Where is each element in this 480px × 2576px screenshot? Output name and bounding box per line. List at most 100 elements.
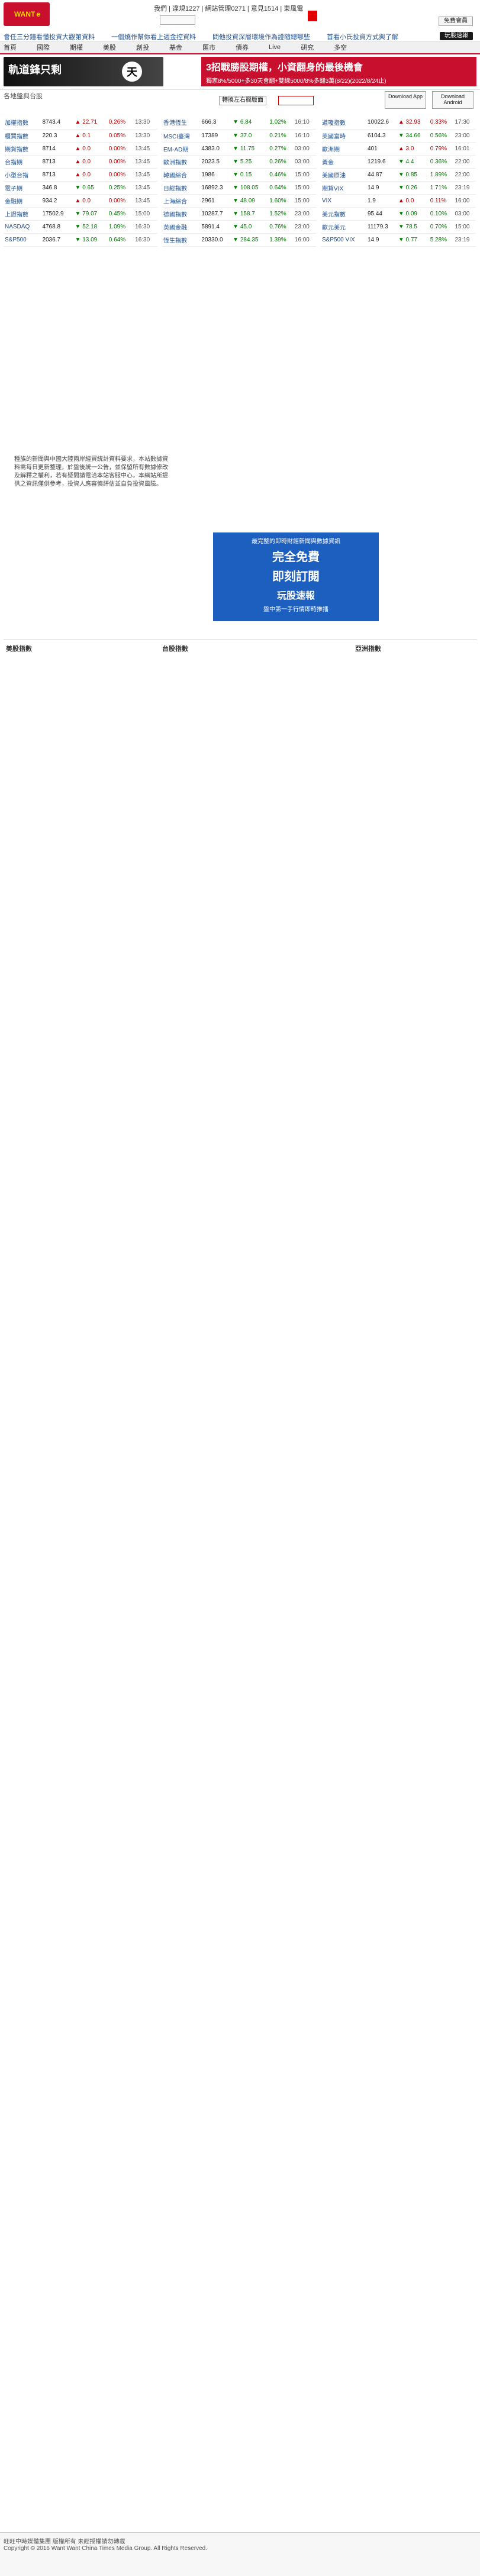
- quote-row[interactable]: 日經指數 16892.3 ▼ 108.05 0.64% 15:00: [162, 181, 316, 195]
- sublink-1[interactable]: 會任三分鐘看懂投資大觀第資料: [4, 34, 95, 41]
- tab-futures[interactable]: 期權: [70, 44, 83, 51]
- quote-name: 日經指數: [162, 181, 201, 195]
- tab-home[interactable]: 首頁: [4, 44, 17, 51]
- quote-price: 95.44: [366, 207, 397, 221]
- banner-ad-right[interactable]: 3招戰勝股期權，小資翻身的最後機會 獨家8%/5000+多30天會翻+雙線500…: [201, 57, 476, 86]
- banner-ad-left[interactable]: 軌道鋒只剩 天: [4, 57, 163, 86]
- quote-percent: 0.11%: [429, 194, 454, 208]
- quote-row[interactable]: 黃金 1219.6 ▼ 4.4 0.36% 22:00: [321, 155, 476, 169]
- quote-row[interactable]: 金融期 934.2 ▲ 0.0 0.00% 13:45: [4, 194, 157, 208]
- quote-row[interactable]: EM-AD期 4383.0 ▼ 11.75 0.27% 03:00: [162, 142, 316, 156]
- tab-fx[interactable]: 匯市: [202, 44, 215, 51]
- quote-name: EM-AD期: [162, 142, 201, 156]
- quote-row[interactable]: 櫃買指數 220.3 ▲ 0.1 0.05% 13:30: [4, 129, 157, 143]
- quote-table-left: 加權指數 8743.4 ▲ 22.71 0.26% 13:30 櫃買指數 220.3 ▲ 0.…: [4, 116, 157, 247]
- tab-vc[interactable]: 創投: [136, 44, 149, 51]
- quote-name: 上證指數: [4, 207, 41, 221]
- quote-row[interactable]: 歐元美元 11179.3 ▼ 78.5 0.70% 15:00: [321, 220, 476, 234]
- quote-row[interactable]: 恆生指數 20330.0 ▼ 284.35 1.39% 16:00: [162, 233, 316, 247]
- quote-price: 934.2: [41, 194, 74, 208]
- quote-row[interactable]: 英國金融 5891.4 ▼ 45.0 0.76% 23:00: [162, 220, 316, 234]
- quote-row[interactable]: 韓國綜合 1986 ▼ 0.15 0.46% 15:00: [162, 168, 316, 182]
- top-links[interactable]: 我們 | 違規1227 | 網站管理0271 | 意見1514 | 東風電: [154, 5, 304, 12]
- quote-price: 4768.8: [41, 220, 74, 234]
- site-logo[interactable]: WANT e: [4, 2, 50, 26]
- quote-row[interactable]: 美元指數 95.44 ▼ 0.09 0.10% 03:00: [321, 207, 476, 221]
- refresh-button[interactable]: [278, 96, 314, 105]
- quote-price: 14.9: [366, 233, 397, 247]
- quote-name: 歐元美元: [321, 220, 366, 234]
- quote-row[interactable]: 德國指數 10287.7 ▼ 158.7 1.52% 23:00: [162, 207, 316, 221]
- quote-change: ▼ 0.26: [397, 181, 429, 195]
- notice-text: 種族的新聞與中國大陸兩岸經貿統計資料要求，本站數據資料需每日更新整理，於盤後統一…: [14, 456, 168, 488]
- quote-time: 16:10: [293, 129, 316, 143]
- quote-row[interactable]: 小型台指 8713 ▲ 0.0 0.00% 13:45: [4, 168, 157, 182]
- quote-percent: 0.00%: [107, 155, 134, 169]
- quote-row[interactable]: VIX 1.9 ▲ 0.0 0.11% 16:00: [321, 194, 476, 208]
- quote-percent: 0.26%: [268, 155, 294, 169]
- quote-time: 16:30: [134, 220, 157, 234]
- quote-price: 14.9: [366, 181, 397, 195]
- quote-row[interactable]: 上海綜合 2961 ▼ 48.09 1.60% 15:00: [162, 194, 316, 208]
- quote-change: ▼ 48.09: [231, 194, 269, 208]
- tab-bond[interactable]: 債券: [236, 44, 249, 51]
- download-app-button[interactable]: Download App: [385, 91, 426, 109]
- quote-row[interactable]: 美國原油 44.87 ▼ 0.85 1.89% 22:00: [321, 168, 476, 182]
- sublink-3[interactable]: 問他投資深層環境作為證隨總哪些: [212, 34, 310, 41]
- tab-live[interactable]: Live: [269, 44, 281, 51]
- quote-row[interactable]: 香港恆生 666.3 ▼ 6.84 1.02% 16:10: [162, 116, 316, 130]
- quote-time: 15:00: [293, 194, 316, 208]
- login-button[interactable]: 免費會員: [439, 17, 473, 26]
- quote-name: 歐洲指數: [162, 155, 201, 169]
- tab-research[interactable]: 研究: [301, 44, 314, 51]
- subscribe-ad[interactable]: 最完整的即時財經新聞與數據資訊 完全免費 即刻訂閱 玩股速報 盤中第一手行情即時…: [213, 532, 379, 621]
- quote-table-right: 道瓊指數 10022.6 ▲ 32.93 0.33% 17:30 英國富時 6104.3 ▼ …: [321, 116, 476, 247]
- swap-layout-button[interactable]: 轉換左右欄版面: [219, 96, 266, 105]
- quote-row[interactable]: 道瓊指數 10022.6 ▲ 32.93 0.33% 17:30: [321, 116, 476, 130]
- quote-percent: 0.00%: [107, 142, 134, 156]
- quote-row[interactable]: 歐洲指數 2023.5 ▼ 5.25 0.26% 03:00: [162, 155, 316, 169]
- quote-row[interactable]: S&P500 VIX 14.9 ▼ 0.77 5.28% 23:19: [321, 233, 476, 247]
- search-input[interactable]: [160, 15, 195, 25]
- quote-row[interactable]: 電子期 346.8 ▼ 0.65 0.25% 13:45: [4, 181, 157, 195]
- quote-percent: 0.46%: [268, 168, 294, 182]
- quote-time: 22:00: [453, 155, 476, 169]
- sublink-4[interactable]: 首看小氏投資方式與了解: [327, 34, 398, 41]
- quote-change: ▼ 0.09: [397, 207, 429, 221]
- quote-row[interactable]: S&P500 2036.7 ▼ 13.09 0.64% 16:30: [4, 233, 157, 247]
- quote-change: ▼ 0.15: [231, 168, 269, 182]
- quote-change: ▼ 4.4: [397, 155, 429, 169]
- quote-row[interactable]: 上證指數 17502.9 ▼ 79.07 0.45% 15:00: [4, 207, 157, 221]
- sublink-2[interactable]: 一個燒作幫你看上週金控資料: [111, 34, 196, 41]
- quote-percent: 0.27%: [268, 142, 294, 156]
- quote-row[interactable]: 加權指數 8743.4 ▲ 22.71 0.26% 13:30: [4, 116, 157, 130]
- quote-percent: 0.70%: [429, 220, 454, 234]
- quote-price: 6104.3: [366, 129, 397, 143]
- tab-intl[interactable]: 國際: [37, 44, 50, 51]
- promo-pill[interactable]: 玩股速報: [440, 32, 473, 40]
- quote-name: 黃金: [321, 155, 366, 169]
- quote-change: ▲ 0.0: [73, 194, 108, 208]
- tab-longshort[interactable]: 多空: [334, 44, 347, 51]
- quote-change: ▼ 37.0: [231, 129, 269, 143]
- quote-row[interactable]: 台指期 8713 ▲ 0.0 0.00% 13:45: [4, 155, 157, 169]
- quote-row[interactable]: 期貨指數 8714 ▲ 0.0 0.00% 13:45: [4, 142, 157, 156]
- quote-row[interactable]: 期貨VIX 14.9 ▼ 0.26 1.71% 23:19: [321, 181, 476, 195]
- quote-time: 15:00: [293, 168, 316, 182]
- quote-row[interactable]: NASDAQ 4768.8 ▼ 52.18 1.09% 16:30: [4, 220, 157, 234]
- quote-change: ▼ 0.85: [397, 168, 429, 182]
- quote-percent: 0.64%: [268, 181, 294, 195]
- quote-name: S&P500 VIX: [321, 233, 366, 247]
- quote-price: 8713: [41, 155, 74, 169]
- quote-row[interactable]: 歐洲期 401 ▲ 3.0 0.79% 16:01: [321, 142, 476, 156]
- quote-change: ▼ 34.66: [397, 129, 429, 143]
- quote-row[interactable]: MSCI臺灣 17389 ▼ 37.0 0.21% 16:10: [162, 129, 316, 143]
- tab-us[interactable]: 美股: [103, 44, 116, 51]
- quote-price: 10287.7: [200, 207, 232, 221]
- section-label: 各地盤與台股: [4, 93, 43, 100]
- quote-row[interactable]: 英國富時 6104.3 ▼ 34.66 0.56% 23:00: [321, 129, 476, 143]
- download-android-button[interactable]: Download Android: [432, 91, 473, 109]
- quote-name: 台指期: [4, 155, 41, 169]
- tab-fund[interactable]: 基金: [169, 44, 182, 51]
